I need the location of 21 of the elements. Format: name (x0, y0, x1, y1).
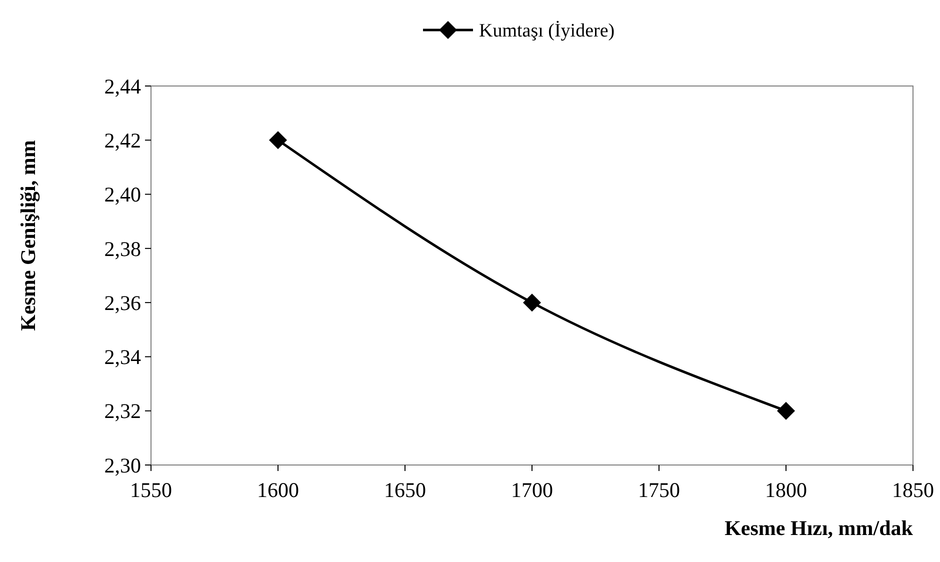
x-tick-label: 1600 (257, 478, 299, 502)
x-tick-label: 1700 (511, 478, 553, 502)
y-tick-label: 2,30 (104, 453, 141, 478)
x-tick-label: 1650 (384, 478, 426, 502)
y-tick-label: 2,42 (104, 128, 141, 152)
point (777, 402, 795, 420)
point (523, 294, 541, 312)
y-tick-label: 2,40 (104, 182, 141, 207)
x-tick-label: 1800 (765, 478, 807, 502)
legend-label: Kumtaşı (İyidere) (479, 20, 615, 42)
y-tick-label: 2,32 (104, 399, 141, 424)
x-tick-label: 1750 (638, 478, 680, 502)
x-tick-label: 1550 (130, 478, 172, 502)
x-tick-label: 1850 (892, 478, 934, 502)
y-axis-title: Kesme Genişliği, mm (16, 140, 40, 331)
point (269, 131, 287, 150)
y-tick-label: 2,38 (104, 236, 141, 261)
y-tick-label: 2,44 (104, 74, 142, 98)
y-tick-label: 2,36 (104, 290, 141, 315)
x-axis-title: Kesme Hızı, mm/dak (724, 516, 914, 540)
y-tick-label: 2,34 (104, 345, 142, 370)
